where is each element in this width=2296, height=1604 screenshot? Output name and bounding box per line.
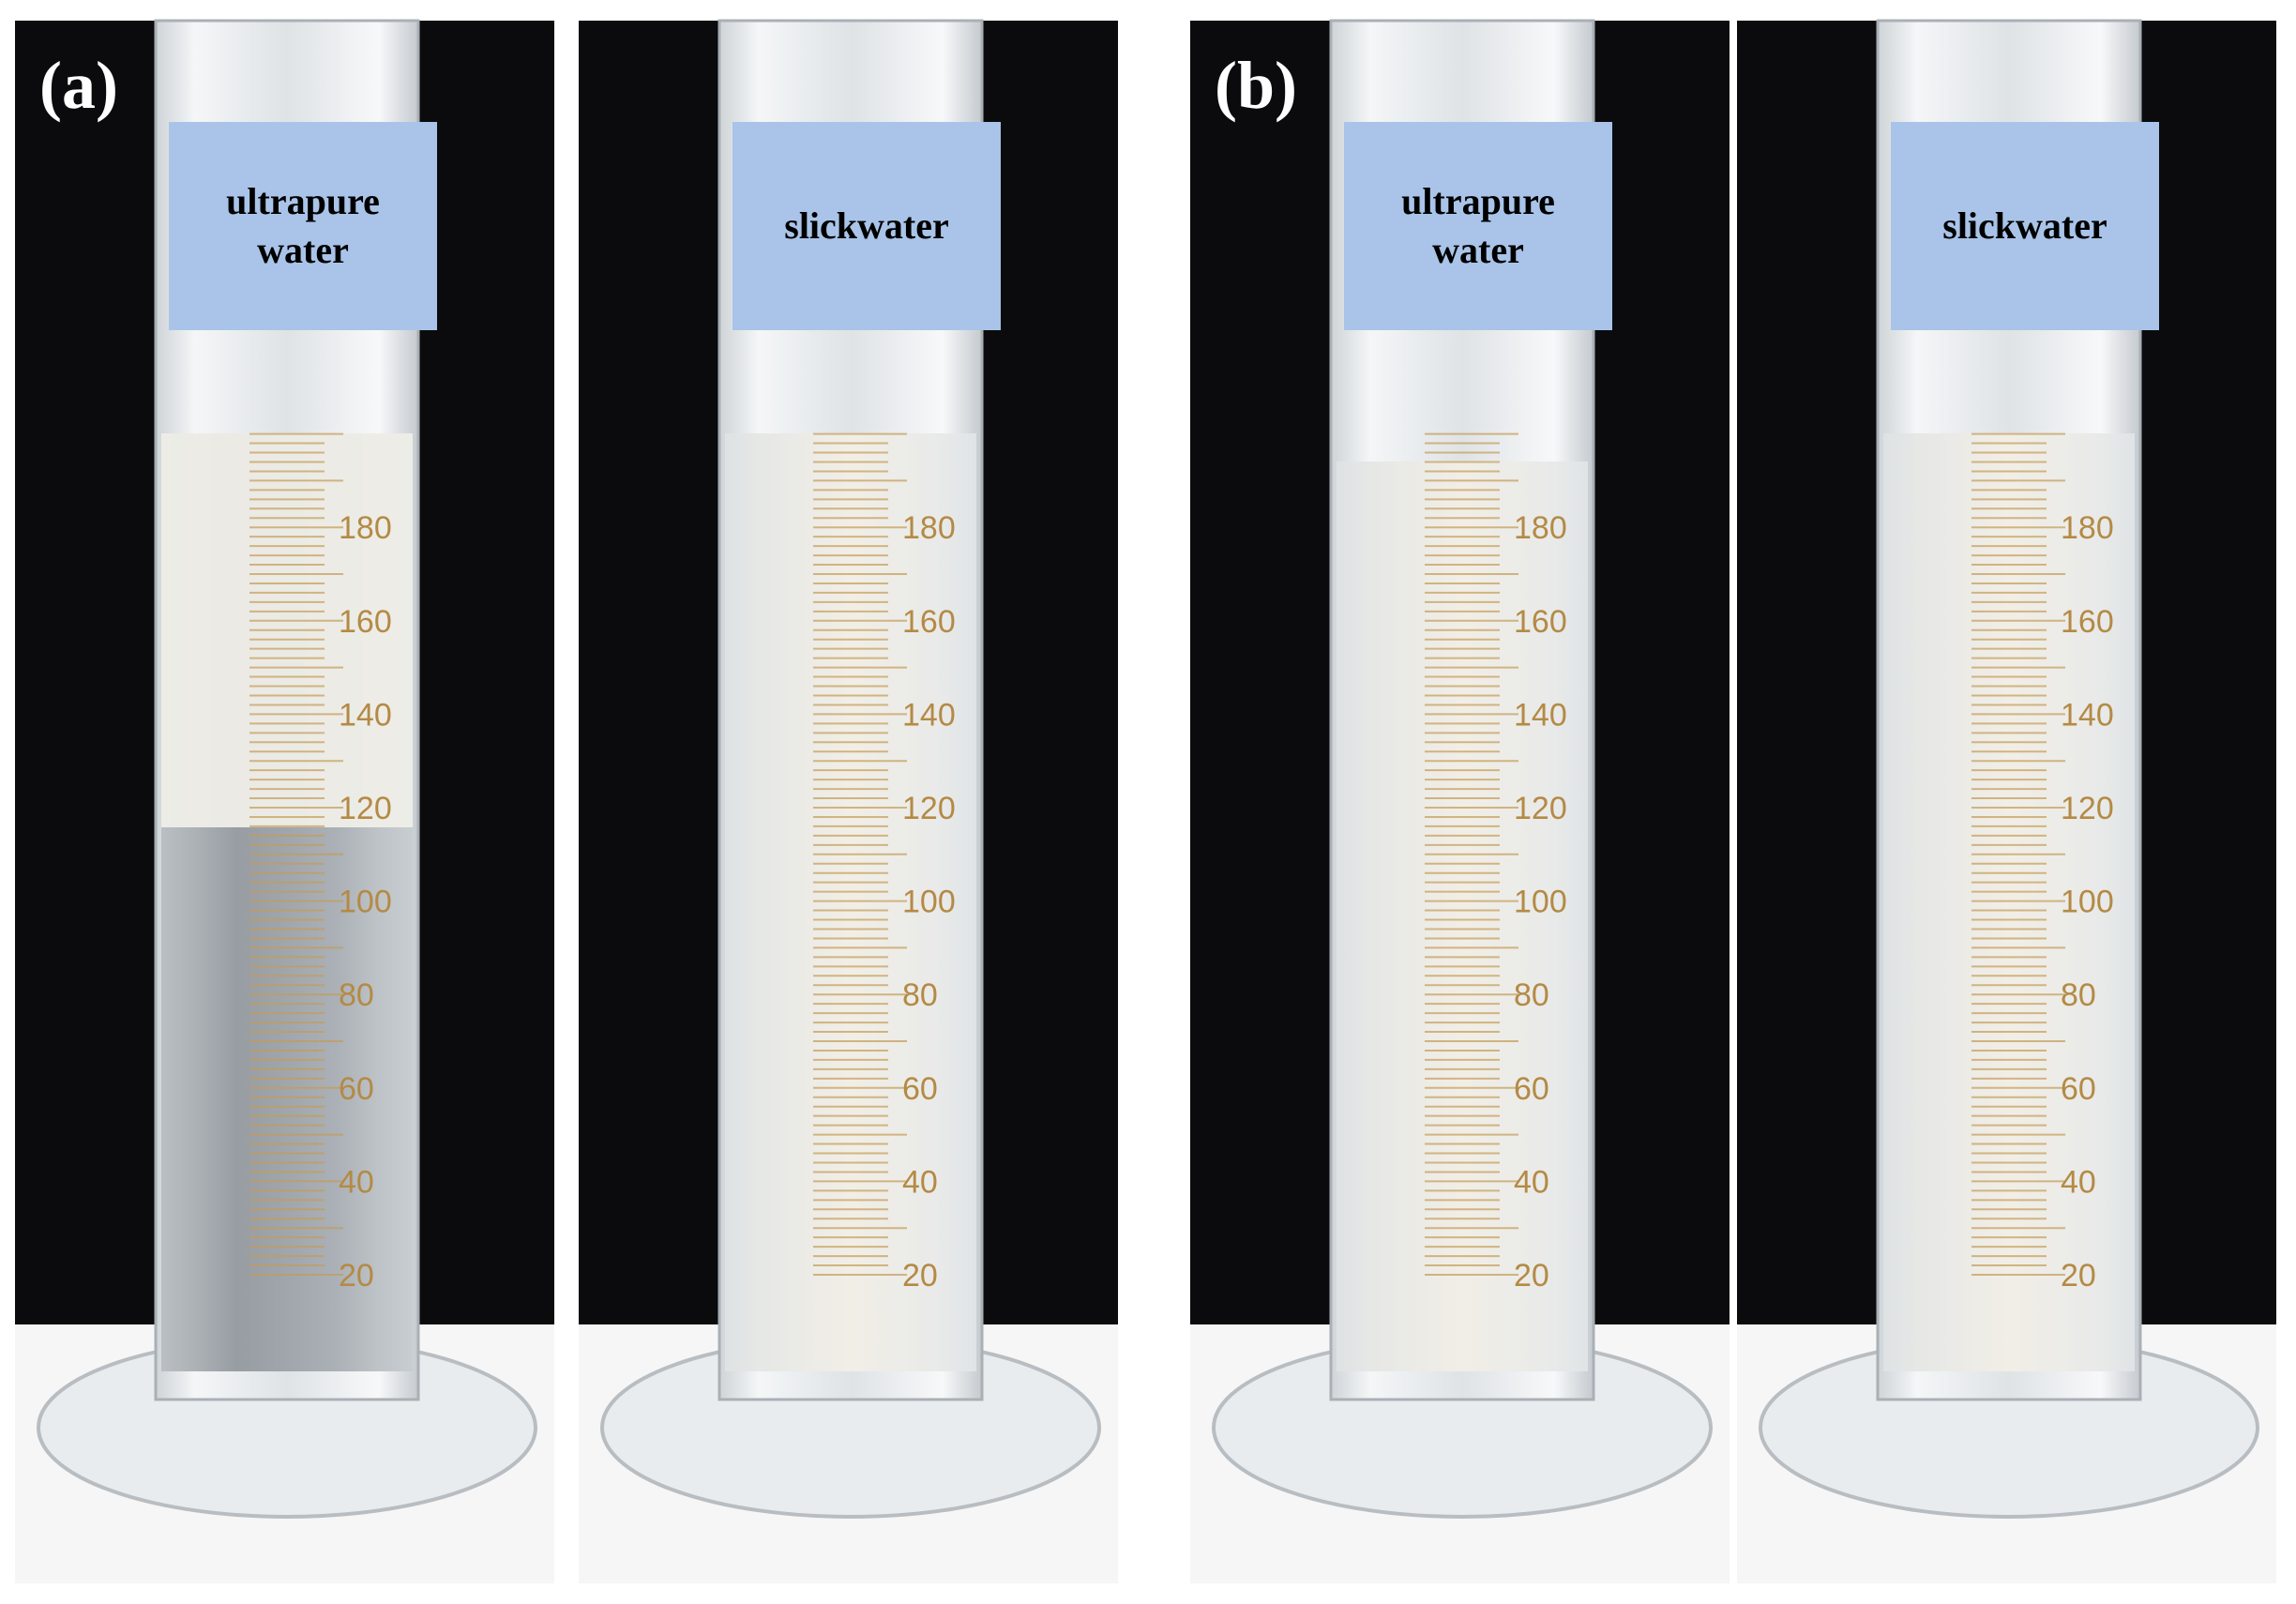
liquid (1883, 433, 2135, 1371)
graduation-label: 160 (1514, 604, 1567, 640)
graduation-label: 100 (902, 885, 956, 920)
panel-label: (a) (39, 48, 118, 123)
graduation-label: 20 (902, 1258, 938, 1294)
graduation-label: 60 (2061, 1071, 2096, 1107)
graduation-label: 120 (339, 791, 392, 826)
graduation-label: 40 (902, 1164, 938, 1200)
graduation-label: 80 (902, 977, 938, 1013)
cylinder-label: slickwater (733, 122, 1001, 330)
graduation-label: 80 (339, 977, 374, 1013)
graduation-label: 180 (2061, 510, 2114, 546)
graduation-label: 160 (902, 604, 956, 640)
graduation-label: 140 (1514, 697, 1567, 733)
liquid (725, 433, 976, 1371)
graduation-label: 20 (1514, 1258, 1549, 1294)
graduation-label: 120 (2061, 791, 2114, 826)
panel-label: (b) (1215, 48, 1297, 123)
cylinder-label: ultrapure water (169, 122, 437, 330)
graduation-label: 140 (339, 697, 392, 733)
graduation-label: 180 (1514, 510, 1567, 546)
graduation-label: 160 (2061, 604, 2114, 640)
graduation-label: 100 (2061, 885, 2114, 920)
graduation-label: 20 (339, 1258, 374, 1294)
graduation-label: 60 (339, 1071, 374, 1107)
graduation-label: 160 (339, 604, 392, 640)
cylinder-label: ultrapure water (1344, 122, 1612, 330)
graduation-label: 180 (339, 510, 392, 546)
graduation-label: 140 (902, 697, 956, 733)
graduation-label: 60 (902, 1071, 938, 1107)
graduation-label: 80 (1514, 977, 1549, 1013)
graduation-label: 60 (1514, 1071, 1549, 1107)
graduation-label: 80 (2061, 977, 2096, 1013)
graduation-label: 140 (2061, 697, 2114, 733)
cylinder-label: slickwater (1891, 122, 2159, 330)
graduation-label: 100 (1514, 885, 1567, 920)
graduation-label: 100 (339, 885, 392, 920)
graduation-label: 180 (902, 510, 956, 546)
graduation-label: 40 (2061, 1164, 2096, 1200)
graduation-label: 120 (1514, 791, 1567, 826)
graduation-label: 40 (339, 1164, 374, 1200)
graduation-label: 120 (902, 791, 956, 826)
graduation-label: 20 (2061, 1258, 2096, 1294)
liquid (1337, 462, 1588, 1371)
graduation-label: 40 (1514, 1164, 1549, 1200)
